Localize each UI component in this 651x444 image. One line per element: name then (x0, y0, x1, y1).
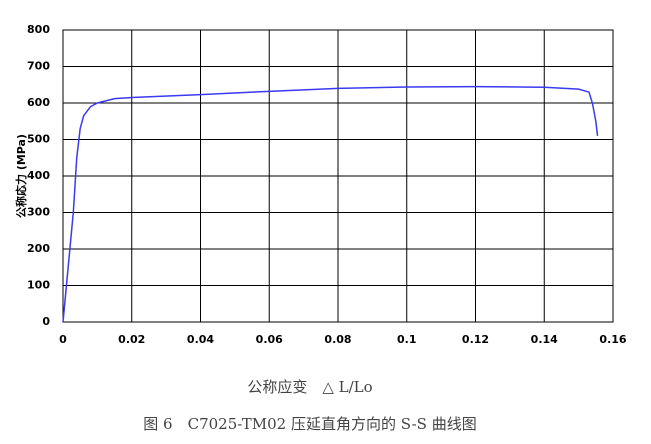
y-tick-label: 200 (27, 242, 50, 255)
data-line (62, 85, 599, 323)
y-tick-label: 800 (27, 23, 50, 36)
x-tick-label: 0 (59, 333, 67, 346)
y-axis-label: 公称応力 (MPa) (14, 134, 28, 218)
x-tick-label: 0.12 (462, 333, 489, 346)
x-tick-label: 0.16 (599, 333, 626, 346)
x-tick-label: 0.04 (187, 333, 214, 346)
x-tick-label: 0.14 (531, 333, 558, 346)
y-tick-label: 300 (27, 206, 50, 219)
x-axis-label: 公称应变 △ L/Lo (247, 378, 372, 396)
x-tick-label: 0.02 (118, 333, 145, 346)
y-tick-label: 500 (27, 133, 50, 146)
x-tick-label: 0.06 (256, 333, 283, 346)
y-tick-label: 600 (27, 96, 50, 109)
y-tick-label: 0 (42, 315, 50, 328)
x-tick-label: 0.1 (397, 333, 417, 346)
plot-border (62, 29, 614, 323)
x-tick-label: 0.08 (324, 333, 351, 346)
y-tick-label: 400 (27, 169, 50, 182)
y-tick-label: 100 (27, 279, 50, 292)
y-tick-label: 700 (27, 60, 50, 73)
caption: 图 6 C7025-TM02 压延直角方向的 S-S 曲线图 (143, 415, 476, 433)
